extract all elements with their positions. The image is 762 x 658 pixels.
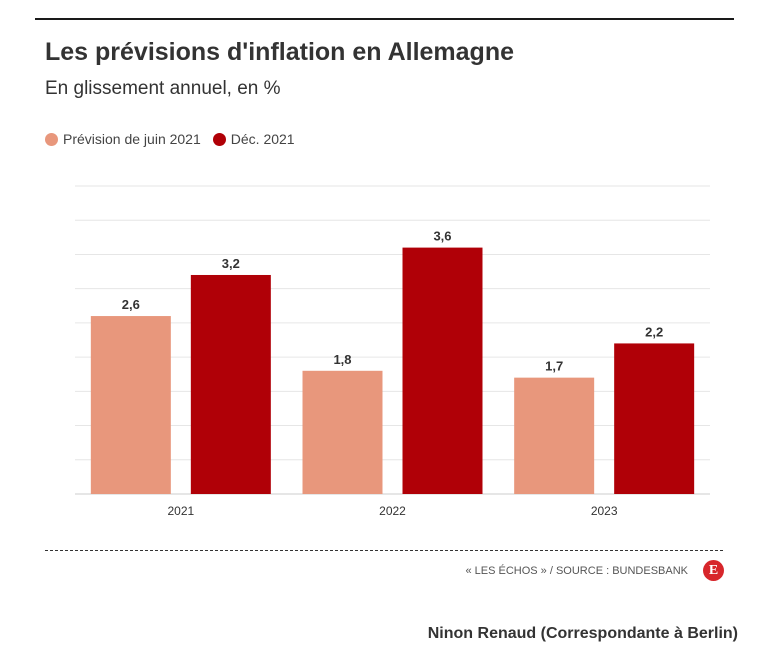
x-tick-label: 2021 bbox=[167, 504, 194, 518]
bar-chart: 2,6 3,2 2021 1,8 3,6 2022 1,7 2,2 2023 bbox=[75, 185, 710, 518]
data-label: 1,7 bbox=[545, 359, 563, 374]
top-rule bbox=[35, 18, 734, 20]
x-tick-label: 2023 bbox=[591, 504, 618, 518]
footer-divider bbox=[45, 550, 723, 551]
source-note: « LES ÉCHOS » / SOURCE : BUNDESBANK bbox=[465, 565, 688, 577]
les-echos-logo: E bbox=[703, 560, 724, 581]
chart-title: Les prévisions d'inflation en Allemagne bbox=[45, 38, 515, 66]
data-label: 3,6 bbox=[433, 229, 451, 244]
legend: Prévision de juin 2021 Déc. 2021 bbox=[45, 131, 307, 147]
bar bbox=[302, 370, 383, 494]
x-tick-label: 2022 bbox=[379, 504, 406, 518]
legend-item-dec: Déc. 2021 bbox=[212, 131, 295, 147]
data-label: 2,2 bbox=[645, 324, 663, 339]
data-label: 3,2 bbox=[222, 256, 240, 271]
legend-item-june: Prévision de juin 2021 bbox=[45, 131, 201, 147]
author-byline: Ninon Renaud (Correspondante à Berlin) bbox=[427, 625, 738, 642]
bar bbox=[90, 316, 171, 494]
legend-swatch-dec bbox=[212, 132, 226, 146]
bar bbox=[190, 274, 271, 494]
data-label: 1,8 bbox=[333, 352, 351, 367]
legend-label-june: Prévision de juin 2021 bbox=[63, 131, 201, 147]
legend-swatch-june bbox=[45, 132, 58, 146]
chart-subtitle: En glissement annuel, en % bbox=[45, 78, 281, 99]
legend-label-dec: Déc. 2021 bbox=[230, 131, 295, 147]
bar bbox=[614, 343, 695, 494]
bar bbox=[514, 377, 595, 494]
bar bbox=[402, 247, 483, 494]
data-label: 2,6 bbox=[122, 297, 140, 312]
